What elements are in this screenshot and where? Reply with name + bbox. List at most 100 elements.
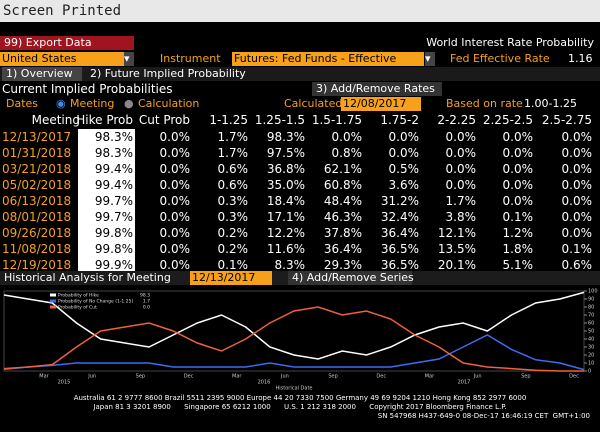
cell: 0.6%	[217, 162, 249, 176]
cell: 0.0%	[159, 226, 191, 240]
cell: 46.3%	[323, 210, 362, 224]
cell: 12.1%	[437, 226, 476, 240]
cell: 36.5%	[380, 242, 419, 256]
cell: 0.5%	[388, 162, 420, 176]
x-tick-label: Dec	[184, 374, 194, 380]
calculation-option[interactable]: Calculation	[138, 97, 200, 110]
radio-on[interactable]: ◉	[56, 97, 66, 110]
cell: 17.1%	[266, 210, 305, 224]
cell: 0.2%	[217, 226, 249, 240]
cell: 8.3%	[274, 258, 306, 272]
cell: 0.3%	[217, 210, 249, 224]
cell: 13.5%	[437, 242, 476, 256]
x-tick-label: Dec	[376, 374, 386, 380]
calculated-label: Calculated	[284, 97, 343, 110]
cell: 0.0%	[159, 242, 191, 256]
cell: 1.7%	[445, 194, 477, 208]
x-tick-label: Dec	[569, 374, 579, 380]
column-header: 1-1.25	[209, 113, 248, 127]
year-label: 2016	[258, 380, 271, 386]
dropdown-arrow[interactable]: ▾	[425, 52, 435, 66]
column-header: 2.25-2.5	[482, 113, 533, 127]
cell: 0.0%	[159, 178, 191, 192]
y-tick-label: 90	[588, 297, 594, 303]
cell: 36.5%	[380, 258, 419, 272]
x-tick-label: Sep	[136, 374, 145, 380]
column-header: 2.5-2.75	[541, 113, 592, 127]
tab[interactable]: 1) Overview	[2, 67, 82, 81]
cell: 12.2%	[266, 226, 305, 240]
cell: 1.7%	[217, 146, 249, 160]
hike-column-bg	[78, 129, 135, 273]
cell: 5.1%	[502, 258, 534, 272]
cell: 0.0%	[445, 178, 477, 192]
cell: 0.1%	[561, 242, 593, 256]
meeting-date: 12/19/2018	[2, 258, 72, 272]
cell: 98.3%	[94, 146, 133, 160]
cell: 0.0%	[502, 178, 534, 192]
cell: 3.8%	[445, 210, 477, 224]
meeting-date: 03/21/2018	[2, 162, 72, 176]
meeting-date: 08/01/2018	[2, 210, 72, 224]
meeting-date: 11/08/2018	[2, 242, 72, 256]
cell: 0.0%	[159, 146, 191, 160]
cell: 60.8%	[323, 178, 362, 192]
tab[interactable]: 2) Future Implied Probability	[90, 67, 246, 80]
legend-swatch	[50, 293, 56, 297]
x-tick-label: Sep	[521, 374, 530, 380]
cell: 0.6%	[561, 258, 593, 272]
export-button[interactable]: 99) Export Data	[0, 36, 134, 50]
history-meeting[interactable]: 12/13/2017	[190, 271, 272, 285]
meeting-date: 06/13/2018	[2, 194, 72, 208]
cell: 0.0%	[502, 146, 534, 160]
footer-line: Australia 61 2 9777 8600 Brazil 5511 239…	[73, 394, 527, 402]
calculated-date[interactable]: 12/08/2017	[341, 97, 421, 111]
history-chart: 0 10 20 30 40 50 60 70 80 90 100 Mar Jun Sep Dec Mar Jun…	[3, 289, 598, 391]
cell: 62.1%	[323, 162, 362, 176]
cell: 1.2%	[502, 226, 534, 240]
rate-value: 1.16	[568, 52, 593, 65]
cell: 0.0%	[561, 162, 593, 176]
cell: 0.0%	[159, 130, 191, 144]
radio-off[interactable]: ●	[124, 97, 134, 110]
legend-swatch	[50, 305, 56, 309]
cell: 0.0%	[561, 146, 593, 160]
cell: 29.3%	[323, 258, 362, 272]
x-tick-label: Jun	[473, 374, 482, 380]
cell: 98.3%	[266, 130, 305, 144]
based-value: 1.00-1.25	[524, 97, 577, 110]
cell: 0.3%	[217, 194, 249, 208]
x-tick-label: Mar	[39, 374, 49, 380]
cell: 0.8%	[331, 146, 363, 160]
cell: 36.4%	[380, 226, 419, 240]
y-tick-label: 30	[588, 345, 594, 351]
series-line	[3, 334, 585, 371]
cell: 99.4%	[94, 162, 133, 176]
dropdown-arrow[interactable]: ▾	[124, 52, 134, 66]
cell: 0.1%	[217, 258, 249, 272]
meeting-date: 09/26/2018	[2, 226, 72, 240]
meeting-option[interactable]: Meeting	[70, 97, 115, 110]
country-select[interactable]: United States	[0, 52, 124, 66]
cell: 32.4%	[380, 210, 419, 224]
cell: 1.7%	[217, 130, 249, 144]
y-tick-label: 70	[588, 313, 594, 319]
add-series-button[interactable]: 4) Add/Remove Series	[288, 271, 414, 285]
y-tick-label: 80	[588, 305, 594, 311]
column-header: 1.75-2	[380, 113, 419, 127]
cell: 0.0%	[502, 162, 534, 176]
legend-label: Probability of No Change (1-1.25)	[58, 299, 133, 305]
add-rates-button[interactable]: 3) Add/Remove Rates	[312, 82, 442, 96]
cell: 0.0%	[502, 194, 534, 208]
footer-line: SN 547968 H437-649-0 08-Dec-17 16:46:19 …	[377, 412, 590, 420]
cell: 0.0%	[561, 130, 593, 144]
year-label: 2017	[458, 380, 471, 386]
instrument-select[interactable]: Futures: Fed Funds - Effective	[232, 52, 424, 66]
cell: 35.0%	[266, 178, 305, 192]
y-tick-label: 10	[588, 361, 594, 367]
y-tick-label: 20	[588, 353, 594, 359]
cell: 99.9%	[94, 258, 133, 272]
column-header: Meeting	[31, 113, 80, 127]
y-tick-label: 100	[588, 289, 598, 295]
cell: 0.0%	[159, 258, 191, 272]
